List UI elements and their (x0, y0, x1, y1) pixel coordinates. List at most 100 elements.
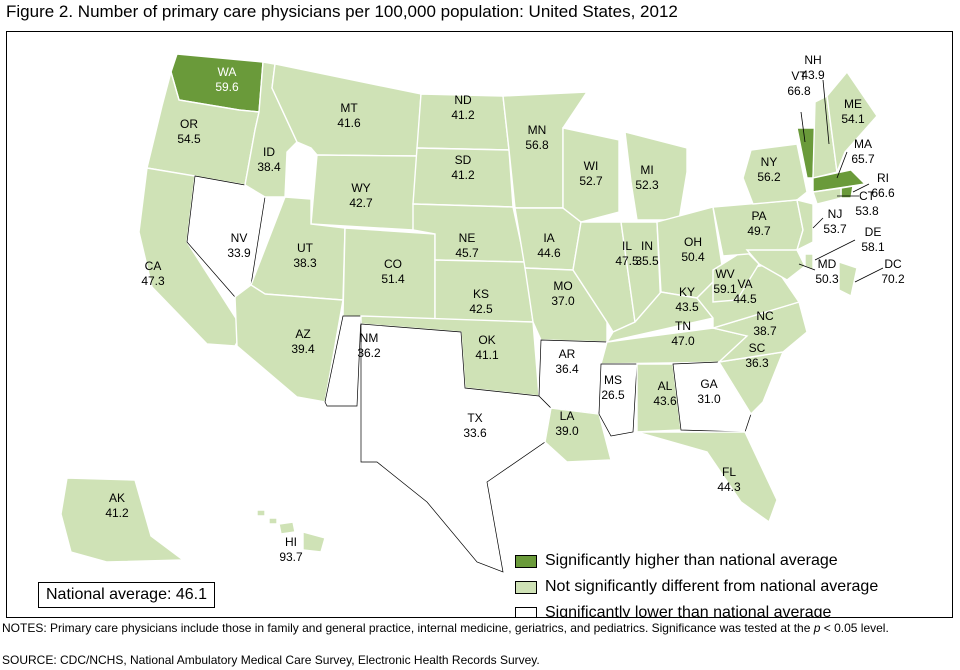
notes-text: NOTES: Primary care physicians include t… (2, 621, 814, 635)
state-shape-md (745, 249, 806, 281)
us-state-map: WA59.6OR54.5CA47.3NV33.9ID38.4MT41.6WY42… (60, 53, 905, 573)
state-abbr-md: MD (818, 257, 837, 271)
state-abbr-ak: AK (109, 491, 125, 505)
state-value-wi: 52.7 (579, 174, 603, 188)
state-abbr-nh: NH (804, 53, 821, 67)
state-value-az: 39.4 (291, 342, 315, 356)
legend: Significantly higher than national avera… (515, 548, 878, 618)
state-value-tx: 33.6 (463, 426, 487, 440)
state-abbr-ne: NE (459, 231, 476, 245)
state-value-me: 54.1 (841, 112, 865, 126)
state-value-de: 58.1 (861, 240, 885, 254)
state-value-vt: 66.8 (787, 84, 811, 98)
state-value-id: 38.4 (257, 160, 281, 174)
state-value-ri: 66.6 (871, 186, 895, 200)
notes-text-end: < 0.05 level. (820, 621, 889, 635)
figure-title: Figure 2. Number of primary care physici… (6, 2, 678, 21)
state-abbr-wv: WV (715, 267, 734, 281)
state-abbr-al: AL (658, 379, 673, 393)
state-abbr-ca: CA (145, 259, 162, 273)
state-value-wa: 59.6 (215, 80, 239, 94)
state-value-oh: 50.4 (681, 250, 705, 264)
state-value-in: 35.5 (635, 254, 659, 268)
legend-item-lower: Significantly lower than national averag… (515, 600, 878, 618)
state-abbr-hi: HI (285, 535, 297, 549)
state-abbr-ar: AR (559, 347, 576, 361)
state-abbr-tn: TN (675, 319, 691, 333)
state-shape-nj (795, 199, 814, 252)
state-value-nv: 33.9 (227, 246, 251, 260)
legend-item-not-different: Not significantly different from nationa… (515, 574, 878, 600)
state-abbr-ky: KY (679, 285, 695, 299)
state-shape-nm (324, 315, 362, 407)
legend-label-lower: Significantly lower than national averag… (545, 604, 832, 618)
state-abbr-sc: SC (749, 341, 766, 355)
leader-line-ri (852, 183, 870, 193)
state-abbr-nv: NV (231, 231, 248, 245)
state-shape-hi-island-1 (256, 509, 266, 517)
state-abbr-co: CO (384, 257, 402, 271)
state-value-nm: 36.2 (357, 346, 381, 360)
state-value-ut: 38.3 (293, 256, 317, 270)
state-shape-ma (812, 169, 867, 193)
state-abbr-ms: MS (604, 373, 622, 387)
state-value-mt: 41.6 (337, 116, 361, 130)
state-value-il: 47.5 (615, 254, 639, 268)
state-abbr-or: OR (180, 117, 198, 131)
state-shape-ct (812, 187, 842, 205)
notes-p-symbol: p (813, 621, 821, 635)
state-shape-hi-island-2 (268, 517, 278, 525)
state-shape-me (826, 70, 878, 175)
leader-line-de (814, 239, 856, 261)
leader-line-dc (854, 267, 884, 283)
state-abbr-oh: OH (684, 235, 702, 249)
state-value-ar: 36.4 (555, 362, 579, 376)
national-average-box: National average: 46.1 (38, 582, 215, 608)
state-shape-wi (562, 127, 620, 223)
state-abbr-la: LA (560, 409, 575, 423)
state-value-ny: 56.2 (757, 170, 781, 184)
legend-label-not-different: Not significantly different from nationa… (545, 578, 879, 595)
state-value-mo: 37.0 (551, 294, 575, 308)
state-value-ak: 41.2 (105, 506, 129, 520)
state-shape-fl (636, 431, 778, 524)
state-abbr-nm: NM (360, 331, 379, 345)
state-abbr-wi: WI (584, 159, 599, 173)
state-abbr-ny: NY (761, 155, 778, 169)
state-abbr-ok: OK (478, 333, 495, 347)
state-shape-de (804, 253, 814, 272)
legend-item-higher: Significantly higher than national avera… (515, 548, 878, 574)
state-shape-dc (838, 261, 858, 298)
state-value-mi: 52.3 (635, 178, 659, 192)
state-abbr-ri: RI (877, 171, 889, 185)
state-value-va: 44.5 (733, 292, 757, 306)
state-abbr-mt: MT (340, 101, 358, 115)
state-shape-mi (624, 131, 688, 221)
state-abbr-mo: MO (553, 279, 572, 293)
state-abbr-ks: KS (473, 287, 489, 301)
legend-swatch-higher (515, 554, 537, 568)
state-abbr-in: IN (641, 239, 653, 253)
state-abbr-id: ID (263, 145, 275, 159)
state-value-ca: 47.3 (141, 274, 165, 288)
state-value-dc: 70.2 (881, 272, 905, 286)
state-abbr-ut: UT (297, 241, 314, 255)
state-value-ks: 42.5 (469, 302, 493, 316)
state-shape-ak (60, 477, 186, 563)
state-abbr-dc: DC (884, 257, 902, 271)
state-value-al: 43.6 (653, 394, 677, 408)
state-abbr-tx: TX (467, 411, 482, 425)
source-line: SOURCE: CDC/NCHS, National Ambulatory Me… (2, 653, 540, 667)
state-value-nc: 38.7 (753, 324, 777, 338)
state-abbr-ma: MA (854, 137, 872, 151)
state-abbr-ga: GA (700, 377, 717, 391)
state-value-sd: 41.2 (451, 168, 475, 182)
leader-line-ma (836, 151, 848, 179)
state-value-nd: 41.2 (451, 108, 475, 122)
state-shape-la (544, 407, 612, 463)
state-abbr-nd: ND (454, 93, 472, 107)
state-value-co: 51.4 (381, 272, 405, 286)
state-abbr-pa: PA (751, 209, 766, 223)
state-value-wy: 42.7 (349, 196, 373, 210)
state-value-ga: 31.0 (697, 392, 721, 406)
